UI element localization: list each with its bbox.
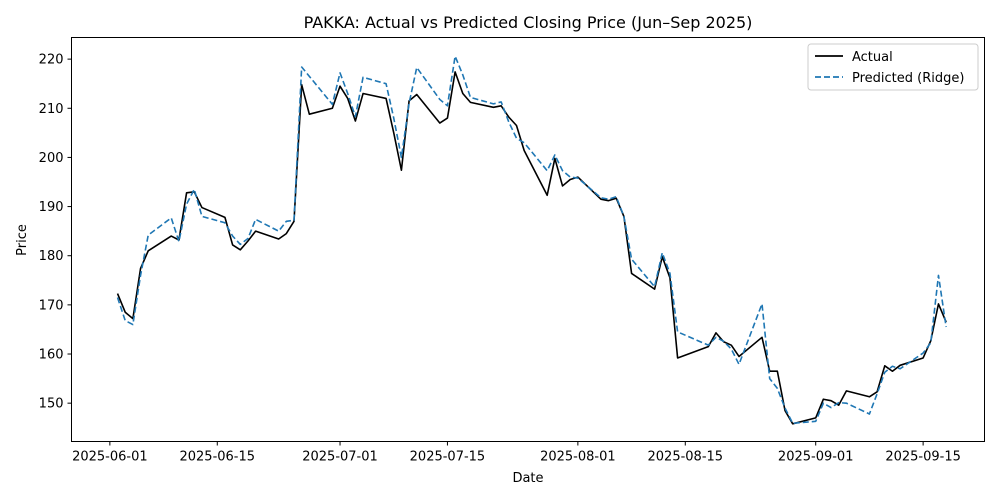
y-tick-label: 180 xyxy=(39,249,64,264)
legend: Actual Predicted (Ridge) xyxy=(807,43,979,91)
series-line-actual xyxy=(116,71,947,425)
y-tick-label: 160 xyxy=(39,348,64,363)
x-tick-label: 2025-08-01 xyxy=(540,450,616,465)
y-tick-label: 190 xyxy=(39,200,64,215)
y-tick-label: 170 xyxy=(39,298,64,313)
x-tick-label: 2025-07-01 xyxy=(302,450,378,465)
x-tick-label: 2025-07-15 xyxy=(410,450,486,465)
x-axis-label: Date xyxy=(512,471,543,486)
legend-label-predicted: Predicted (Ridge) xyxy=(852,71,964,86)
y-tick-label: 210 xyxy=(39,102,64,117)
x-tick-label: 2025-09-01 xyxy=(778,450,854,465)
x-tick-label: 2025-06-15 xyxy=(179,450,255,465)
legend-label-actual: Actual xyxy=(852,50,893,65)
x-tick-label: 2025-09-15 xyxy=(885,450,961,465)
legend-box xyxy=(807,43,979,91)
series-line-predicted xyxy=(116,55,947,425)
y-axis-ticks: 150 160 170 180 190 200 210 220 xyxy=(39,53,72,412)
x-tick-label: 2025-08-15 xyxy=(648,450,724,465)
x-tick-label: 2025-06-01 xyxy=(72,450,148,465)
y-tick-label: 220 xyxy=(39,53,64,68)
plot-lines xyxy=(116,55,947,425)
y-tick-label: 150 xyxy=(39,397,64,412)
x-axis-ticks: 2025-06-01 2025-06-15 2025-07-01 2025-07-15… xyxy=(72,441,961,465)
plot-frame xyxy=(71,37,985,442)
chart-title: PAKKA: Actual vs Predicted Closing Price… xyxy=(304,13,753,32)
y-tick-label: 200 xyxy=(39,151,64,166)
y-axis-label: Price xyxy=(15,224,30,256)
